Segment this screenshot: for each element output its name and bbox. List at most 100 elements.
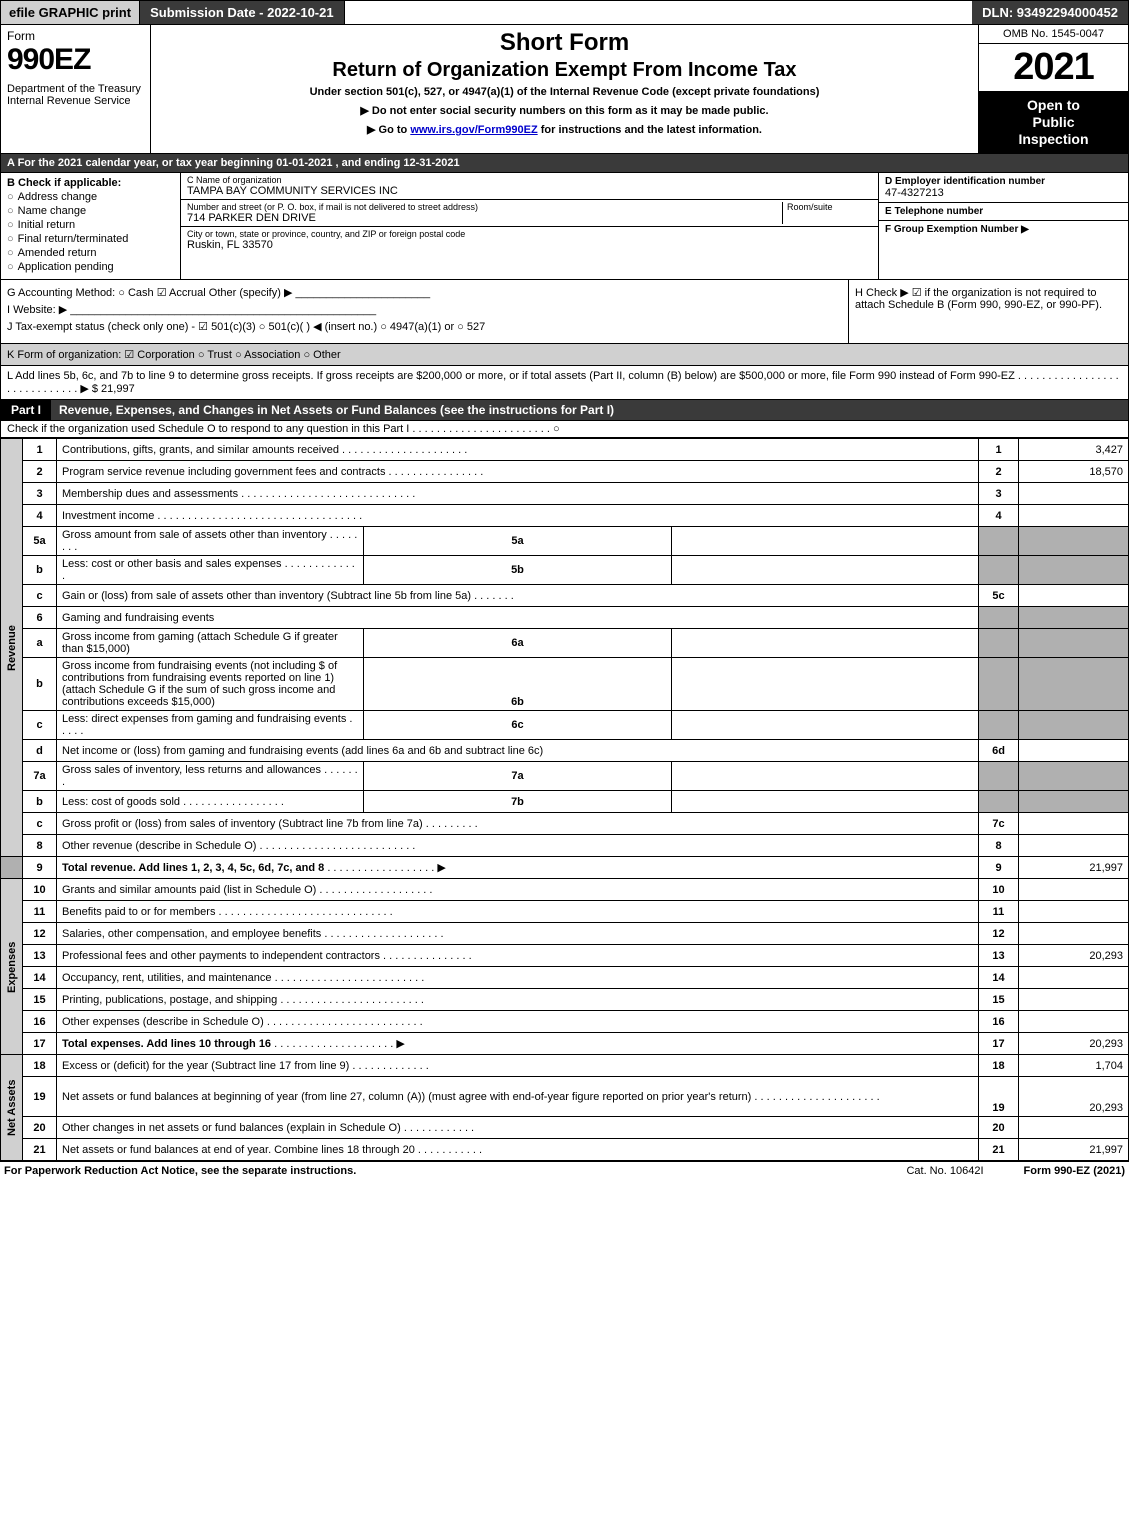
ln-17-desc: Total expenses. Add lines 10 through 16 … bbox=[57, 1033, 979, 1055]
d-ein-label: D Employer identification number bbox=[885, 176, 1122, 187]
ln-16-amt bbox=[1019, 1011, 1129, 1033]
f-group-label: F Group Exemption Number ▶ bbox=[885, 224, 1122, 235]
submission-date: Submission Date - 2022-10-21 bbox=[140, 1, 345, 24]
efile-print[interactable]: efile GRAPHIC print bbox=[1, 1, 140, 24]
ln-10-ref: 10 bbox=[979, 879, 1019, 901]
chk-application-pending[interactable]: Application pending bbox=[7, 261, 174, 273]
title-return: Return of Organization Exempt From Incom… bbox=[161, 59, 968, 82]
ln-9-ref: 9 bbox=[979, 857, 1019, 879]
ln-21-ref: 21 bbox=[979, 1139, 1019, 1161]
chk-name-change[interactable]: Name change bbox=[7, 205, 174, 217]
ln-12-ref: 12 bbox=[979, 923, 1019, 945]
ln-18-ref: 18 bbox=[979, 1055, 1019, 1077]
instruction-no-ssn: ▶ Do not enter social security numbers o… bbox=[161, 104, 968, 117]
j-tax-exempt: J Tax-exempt status (check only one) - ☑… bbox=[7, 320, 842, 333]
ln-1-ref: 1 bbox=[979, 439, 1019, 461]
ln-7c-amt bbox=[1019, 813, 1129, 835]
ln-18-desc: Excess or (deficit) for the year (Subtra… bbox=[57, 1055, 979, 1077]
goto-suffix: for instructions and the latest informat… bbox=[541, 124, 762, 136]
ln-4-amt bbox=[1019, 505, 1129, 527]
ln-12-amt bbox=[1019, 923, 1129, 945]
instruction-goto: ▶ Go to www.irs.gov/Form990EZ for instru… bbox=[161, 123, 968, 136]
ln-7b-ref: 7b bbox=[364, 791, 671, 813]
ln-6b-greyamt bbox=[1019, 658, 1129, 711]
form-word: Form bbox=[7, 29, 144, 43]
dept-treasury: Department of the Treasury Internal Reve… bbox=[7, 83, 144, 107]
ln-8-num: 8 bbox=[23, 835, 57, 857]
ln-7a-desc: Gross sales of inventory, less returns a… bbox=[57, 762, 364, 791]
ln-3-desc: Membership dues and assessments . . . . … bbox=[57, 483, 979, 505]
rev-bottom-spacer bbox=[1, 857, 23, 879]
ln-6d-amt bbox=[1019, 740, 1129, 762]
form-id-block: Form 990EZ Department of the Treasury In… bbox=[1, 25, 151, 153]
ln-5b-ref: 5b bbox=[364, 556, 671, 585]
ln-14-amt bbox=[1019, 967, 1129, 989]
ln-7b-desc: Less: cost of goods sold . . . . . . . .… bbox=[57, 791, 364, 813]
ln-7a-greyamt bbox=[1019, 762, 1129, 791]
ln-9-amt: 21,997 bbox=[1019, 857, 1129, 879]
ln-7a-ref: 7a bbox=[364, 762, 671, 791]
e-phone-label: E Telephone number bbox=[885, 206, 1122, 217]
ln-5b-greyln bbox=[979, 556, 1019, 585]
irs-link[interactable]: www.irs.gov/Form990EZ bbox=[410, 124, 537, 136]
ln-12-desc: Salaries, other compensation, and employ… bbox=[57, 923, 979, 945]
ln-13-desc: Professional fees and other payments to … bbox=[57, 945, 979, 967]
chk-amended-return[interactable]: Amended return bbox=[7, 247, 174, 259]
section-gh: G Accounting Method: ○ Cash ☑ Accrual Ot… bbox=[0, 280, 1129, 344]
ln-10-desc: Grants and similar amounts paid (list in… bbox=[57, 879, 979, 901]
ln-5b-desc: Less: cost or other basis and sales expe… bbox=[57, 556, 364, 585]
chk-initial-return[interactable]: Initial return bbox=[7, 219, 174, 231]
ln-5c-num: c bbox=[23, 585, 57, 607]
ln-20-num: 20 bbox=[23, 1117, 57, 1139]
ln-7b-greyln bbox=[979, 791, 1019, 813]
part-i-tag: Part I bbox=[1, 400, 51, 420]
ln-1-amt: 3,427 bbox=[1019, 439, 1129, 461]
ln-6a-desc: Gross income from gaming (attach Schedul… bbox=[57, 629, 364, 658]
org-name: TAMPA BAY COMMUNITY SERVICES INC bbox=[187, 185, 398, 197]
ln-6b-desc: Gross income from fundraising events (no… bbox=[57, 658, 364, 711]
ln-7c-ref: 7c bbox=[979, 813, 1019, 835]
c-city-label: City or town, state or province, country… bbox=[187, 229, 465, 239]
ln-5a-ref: 5a bbox=[364, 527, 671, 556]
part-i-sub-text: Check if the organization used Schedule … bbox=[7, 423, 560, 435]
top-bar: efile GRAPHIC print Submission Date - 20… bbox=[0, 0, 1129, 25]
ln-5a-val bbox=[671, 527, 978, 556]
side-net-assets: Net Assets bbox=[1, 1055, 23, 1161]
ln-6b-greyln bbox=[979, 658, 1019, 711]
chk-final-return[interactable]: Final return/terminated bbox=[7, 233, 174, 245]
footer-left: For Paperwork Reduction Act Notice, see … bbox=[4, 1165, 356, 1177]
ln-17-amt: 20,293 bbox=[1019, 1033, 1129, 1055]
ln-6a-greyln bbox=[979, 629, 1019, 658]
col-def: D Employer identification number 47-4327… bbox=[878, 173, 1128, 279]
c-street-label: Number and street (or P. O. box, if mail… bbox=[187, 202, 782, 212]
ln-9-num: 9 bbox=[23, 857, 57, 879]
k-form-of-org: K Form of organization: ☑ Corporation ○ … bbox=[0, 344, 1129, 366]
chk-address-change[interactable]: Address change bbox=[7, 191, 174, 203]
ln-6c-greyamt bbox=[1019, 711, 1129, 740]
ln-2-num: 2 bbox=[23, 461, 57, 483]
ein-value: 47-4327213 bbox=[885, 187, 1122, 199]
ln-11-num: 11 bbox=[23, 901, 57, 923]
ln-5a-num: 5a bbox=[23, 527, 57, 556]
page-footer: For Paperwork Reduction Act Notice, see … bbox=[0, 1161, 1129, 1180]
ln-6-greyln bbox=[979, 607, 1019, 629]
ln-15-desc: Printing, publications, postage, and shi… bbox=[57, 989, 979, 1011]
dln: DLN: 93492294000452 bbox=[972, 1, 1128, 24]
ln-3-amt bbox=[1019, 483, 1129, 505]
subtitle-section: Under section 501(c), 527, or 4947(a)(1)… bbox=[161, 86, 968, 98]
ln-20-ref: 20 bbox=[979, 1117, 1019, 1139]
footer-catno: Cat. No. 10642I bbox=[906, 1165, 983, 1177]
ln-11-ref: 11 bbox=[979, 901, 1019, 923]
ln-7a-greyln bbox=[979, 762, 1019, 791]
ln-16-desc: Other expenses (describe in Schedule O) … bbox=[57, 1011, 979, 1033]
ln-11-desc: Benefits paid to or for members . . . . … bbox=[57, 901, 979, 923]
ln-4-ref: 4 bbox=[979, 505, 1019, 527]
ln-21-amt: 21,997 bbox=[1019, 1139, 1129, 1161]
g-accounting: G Accounting Method: ○ Cash ☑ Accrual Ot… bbox=[7, 286, 842, 299]
ln-18-num: 18 bbox=[23, 1055, 57, 1077]
ln-15-num: 15 bbox=[23, 989, 57, 1011]
ln-5b-greyamt bbox=[1019, 556, 1129, 585]
ln-21-desc: Net assets or fund balances at end of ye… bbox=[57, 1139, 979, 1161]
form-header: Form 990EZ Department of the Treasury In… bbox=[0, 25, 1129, 154]
ln-4-desc: Investment income . . . . . . . . . . . … bbox=[57, 505, 979, 527]
